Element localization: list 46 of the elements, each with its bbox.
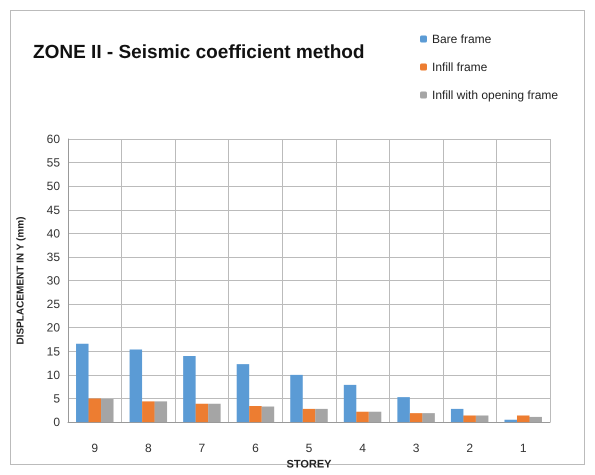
x-tick-label: 9: [91, 441, 98, 456]
y-tick-label: 55: [46, 156, 60, 170]
x-tick-label: 7: [198, 441, 206, 456]
legend-label: Bare frame: [432, 32, 492, 46]
x-tick-label: 1: [520, 441, 527, 456]
bar: [450, 408, 464, 422]
bar: [356, 412, 369, 422]
bar: [142, 401, 155, 422]
y-tick-label: 45: [46, 202, 60, 217]
y-tick-label: 5: [53, 392, 60, 406]
bar: [397, 397, 410, 422]
chart-title: ZONE II - Seismic coefficient method: [33, 42, 365, 63]
y-tick-label: 25: [46, 297, 60, 312]
bar: [88, 398, 102, 422]
x-tick-label: 4: [359, 441, 366, 456]
y-tick-label: 15: [46, 344, 60, 358]
x-tick-label: 3: [412, 441, 420, 456]
y-tick-label: 40: [46, 226, 60, 240]
x-tick-label: 6: [252, 441, 260, 456]
bar: [130, 349, 142, 422]
y-tick-label: 50: [46, 179, 60, 194]
legend-label: Infill frame: [432, 60, 488, 74]
bar: [516, 415, 530, 422]
x-tick-label: 8: [144, 441, 152, 456]
bar: [236, 364, 250, 422]
x-tick-label: 2: [466, 441, 474, 456]
x-axis-title: STOREY: [286, 458, 332, 470]
bar: [249, 406, 262, 422]
bar: [196, 404, 208, 422]
y-tick-label: 10: [46, 368, 60, 382]
y-tick-label: 30: [46, 274, 60, 288]
y-tick-label: 0: [53, 415, 60, 430]
y-tick-label: 35: [46, 250, 60, 264]
legend-label: Infill with opening frame: [432, 88, 558, 102]
bar: [302, 408, 316, 422]
bar: [463, 415, 476, 422]
y-tick-label: 60: [46, 132, 60, 146]
bar: [76, 344, 89, 422]
x-tick-label: 5: [306, 441, 313, 456]
bar: [410, 413, 422, 422]
y-tick-label: 20: [46, 320, 60, 335]
bar: [504, 420, 517, 422]
bar: [290, 374, 303, 422]
y-axis-title: DISPLACEMENT IN Y (mm): [16, 216, 26, 345]
bar: [344, 384, 356, 422]
bar: [183, 356, 196, 422]
